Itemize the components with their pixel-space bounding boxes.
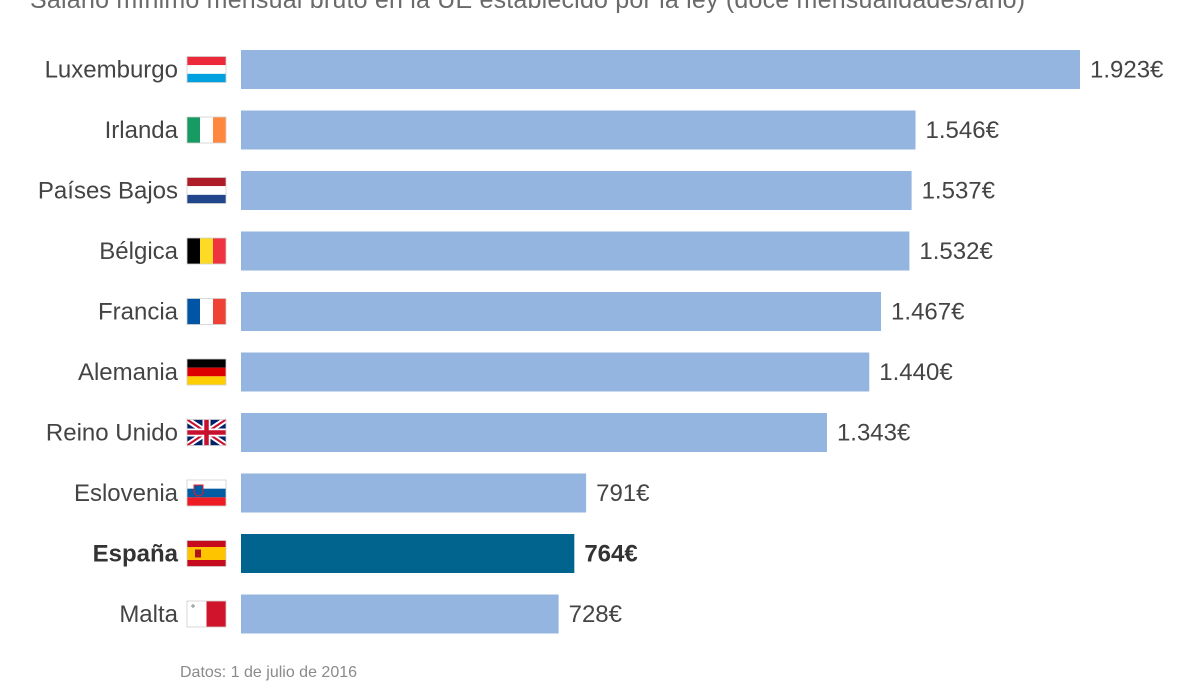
slovenia-flag-icon (186, 479, 227, 507)
value-label-eslovenia: 791€ (596, 480, 650, 507)
chart-footer: Datos: 1 de julio de 2016 (180, 664, 358, 681)
category-label-malta: Malta (119, 601, 178, 628)
bar-luxemburgo (241, 50, 1080, 89)
value-label-reino-unido: 1.343€ (837, 420, 911, 447)
bar-belgica (241, 231, 910, 271)
bar-malta (241, 594, 559, 634)
germany-flag-icon (186, 358, 227, 386)
bar-reino-unido (241, 413, 827, 452)
value-label-belgica: 1.532€ (919, 238, 993, 265)
value-label-irlanda: 1.546€ (926, 117, 1000, 144)
category-label-belgica: Bélgica (99, 238, 178, 265)
ireland-flag-icon (186, 116, 227, 144)
france-flag-icon (186, 298, 227, 325)
netherlands-flag-icon (186, 177, 227, 204)
bar-irlanda (241, 110, 916, 150)
category-label-alemania: Alemania (78, 359, 179, 386)
bar-paises-bajos (241, 171, 912, 210)
value-label-espana: 764€ (584, 541, 637, 568)
spain-flag-icon (186, 540, 227, 567)
category-label-irlanda: Irlanda (105, 117, 179, 144)
category-label-paises-bajos: Países Bajos (38, 178, 178, 205)
belgium-flag-icon (186, 237, 227, 265)
category-label-eslovenia: Eslovenia (74, 480, 179, 507)
uk-flag-icon (185, 417, 228, 448)
bar-espana (241, 534, 575, 573)
value-label-paises-bajos: 1.537€ (922, 178, 996, 205)
bar-alemania (241, 352, 870, 392)
malta-flag-icon (186, 600, 227, 628)
bar-eslovenia (241, 473, 587, 513)
chart-subtitle: Salario mínimo mensual bruto en la UE es… (30, 0, 1026, 14)
value-label-francia: 1.467€ (891, 299, 965, 326)
category-label-reino-unido: Reino Unido (46, 420, 178, 447)
category-label-luxemburgo: Luxemburgo (45, 57, 178, 84)
category-label-francia: Francia (98, 299, 179, 326)
bar-francia (241, 292, 882, 331)
value-label-malta: 728€ (569, 601, 623, 628)
category-label-espana: España (93, 541, 179, 568)
luxembourg-flag-icon (186, 56, 227, 83)
value-label-luxemburgo: 1.923€ (1090, 57, 1164, 84)
value-label-alemania: 1.440€ (879, 359, 953, 386)
